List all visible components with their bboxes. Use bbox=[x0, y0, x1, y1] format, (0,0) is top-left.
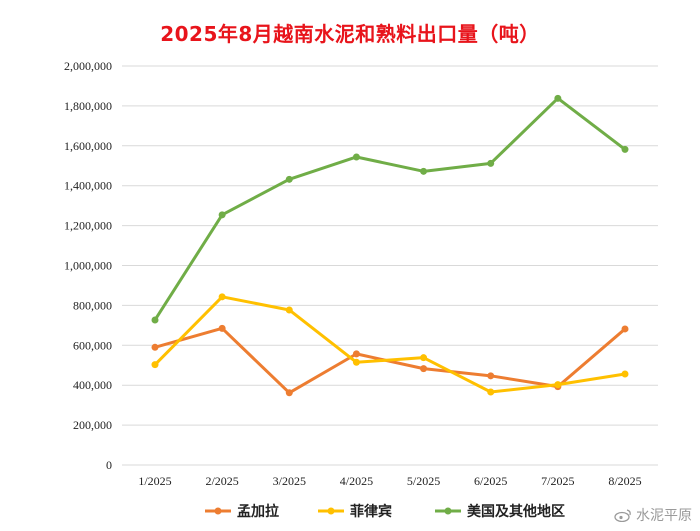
data-point bbox=[487, 372, 495, 380]
series-line bbox=[153, 96, 627, 322]
data-point bbox=[487, 388, 495, 396]
data-point bbox=[352, 153, 360, 161]
y-axis-ticks: 0 200,000 400,000 600,000 800,000 1,000,000 1,… bbox=[64, 59, 112, 472]
watermark: 水泥平原 bbox=[614, 505, 692, 525]
y-tick-label: 400,000 bbox=[73, 378, 112, 392]
legend-marker bbox=[327, 507, 335, 515]
x-tick-label: 3/2025 bbox=[273, 474, 306, 488]
data-point bbox=[218, 211, 226, 219]
y-tick-label: 0 bbox=[106, 458, 112, 472]
data-point bbox=[621, 325, 629, 333]
data-point bbox=[420, 365, 428, 373]
series-2 bbox=[151, 293, 629, 396]
data-point bbox=[554, 94, 562, 102]
y-tick-label: 1,400,000 bbox=[64, 179, 112, 193]
y-tick-label: 1,000,000 bbox=[64, 259, 112, 273]
weibo-icon bbox=[614, 509, 631, 522]
data-point bbox=[352, 350, 360, 358]
legend-label: 孟加拉 bbox=[237, 503, 279, 520]
series-line bbox=[153, 295, 627, 394]
y-tick-label: 1,600,000 bbox=[64, 139, 112, 153]
y-tick-label: 1,200,000 bbox=[64, 219, 112, 233]
legend-label: 菲律宾 bbox=[350, 503, 392, 520]
x-tick-label: 6/2025 bbox=[474, 474, 507, 488]
legend: 孟加拉 菲律宾 美国及其他地区 bbox=[205, 503, 565, 520]
x-tick-label: 4/2025 bbox=[340, 474, 373, 488]
x-tick-label: 2/2025 bbox=[205, 474, 238, 488]
watermark-text: 水泥平原 bbox=[636, 508, 692, 524]
y-tick-label: 600,000 bbox=[73, 338, 112, 352]
y-tick-label: 200,000 bbox=[73, 418, 112, 432]
data-point bbox=[151, 316, 159, 324]
data-point bbox=[218, 324, 226, 332]
y-tick-label: 1,800,000 bbox=[64, 99, 112, 113]
x-tick-label: 1/2025 bbox=[138, 474, 171, 488]
data-point bbox=[285, 389, 293, 397]
data-point bbox=[420, 167, 428, 175]
legend-item: 美国及其他地区 bbox=[435, 503, 565, 520]
series-3 bbox=[151, 94, 629, 324]
data-point bbox=[554, 381, 562, 389]
legend-item: 菲律宾 bbox=[318, 503, 392, 520]
data-point bbox=[621, 145, 629, 153]
chart-title: 2025年8月越南水泥和熟料出口量（吨） bbox=[160, 22, 540, 46]
data-point bbox=[218, 293, 226, 301]
data-point bbox=[285, 306, 293, 314]
series-lines bbox=[151, 94, 629, 397]
gridlines bbox=[122, 65, 658, 466]
legend-label: 美国及其他地区 bbox=[467, 503, 565, 520]
x-tick-label: 7/2025 bbox=[541, 474, 574, 488]
data-point bbox=[621, 370, 629, 378]
data-point bbox=[285, 175, 293, 183]
legend-item: 孟加拉 bbox=[205, 503, 279, 520]
y-tick-label: 2,000,000 bbox=[64, 59, 112, 73]
legend-marker bbox=[444, 507, 452, 515]
x-axis-ticks: 1/2025 2/2025 3/2025 4/2025 5/2025 6/2025 7/20… bbox=[138, 474, 641, 488]
x-tick-label: 8/2025 bbox=[608, 474, 641, 488]
y-tick-label: 800,000 bbox=[73, 298, 112, 312]
x-tick-label: 5/2025 bbox=[407, 474, 440, 488]
data-point bbox=[151, 361, 159, 369]
data-point bbox=[420, 354, 428, 362]
legend-marker bbox=[214, 507, 222, 515]
data-point bbox=[352, 358, 360, 366]
data-point bbox=[487, 159, 495, 167]
data-point bbox=[151, 343, 159, 351]
